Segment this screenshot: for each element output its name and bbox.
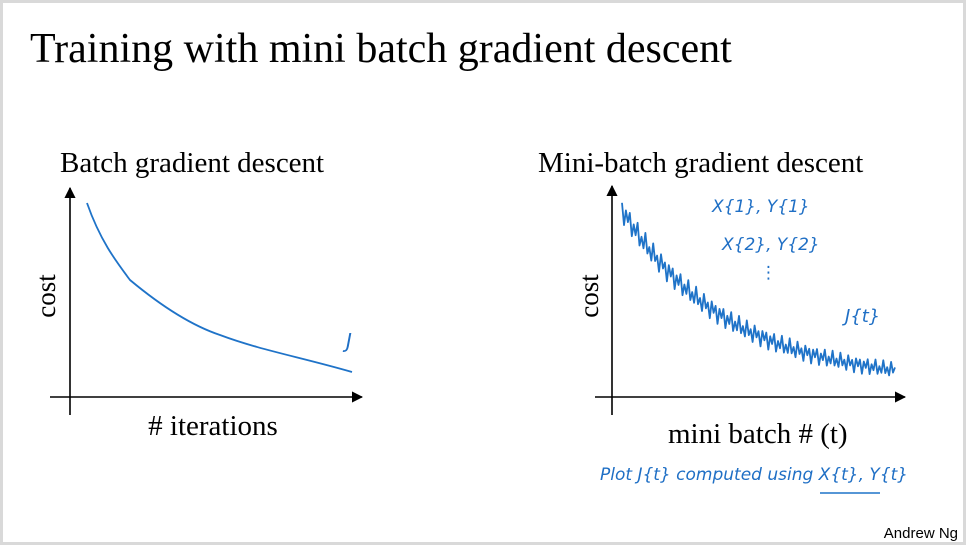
- x-axis-label: # iterations: [148, 410, 278, 442]
- panel-title: Batch gradient descent: [60, 147, 324, 179]
- panel-title: Mini-batch gradient descent: [538, 147, 863, 179]
- annotation: J: [342, 329, 352, 353]
- y-axis-label: cost: [31, 274, 61, 318]
- annotation: J{t}: [842, 306, 880, 327]
- footer: Andrew Ng: [884, 525, 958, 542]
- annotation: X{1}, Y{1}: [711, 197, 810, 217]
- annotation: X{2}, Y{2}: [721, 235, 820, 255]
- cost-curve: [621, 202, 896, 377]
- y-axis-label: cost: [574, 274, 604, 318]
- slide-title: Training with mini batch gradient descen…: [30, 26, 732, 72]
- cost-curve: [86, 202, 353, 373]
- annotation: ⋮: [760, 263, 777, 283]
- note: Plot J{t} computed using X{t}, Y{t}: [600, 465, 908, 485]
- x-axis-label: mini batch # (t): [668, 418, 848, 450]
